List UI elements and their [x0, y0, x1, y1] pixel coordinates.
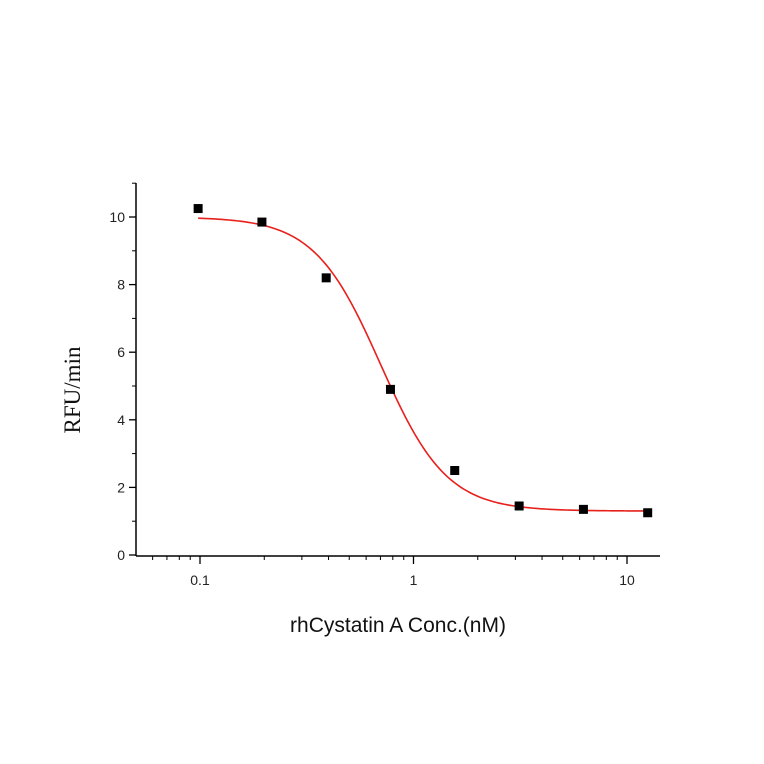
y-tick-label: 10: [109, 209, 125, 225]
data-point: [450, 466, 460, 475]
y-tick-label: 8: [117, 277, 125, 293]
y-tick-label: 0: [117, 547, 125, 563]
data-point: [385, 384, 395, 394]
y-tick-label: 2: [117, 479, 125, 495]
data-point: [257, 217, 267, 227]
y-ticks: 0 2 4 6 8 10: [109, 182, 136, 563]
data-point: [578, 504, 588, 514]
data-point: [514, 501, 524, 511]
axes: [135, 183, 660, 557]
y-axis-title: RFU/min: [60, 346, 85, 433]
fit-curve: [198, 217, 648, 512]
x-tick-label: 1: [410, 572, 418, 588]
data-point: [193, 204, 203, 214]
x-tick-label: 10: [619, 572, 635, 588]
x-ticks: 0.1 1 10: [152, 556, 635, 588]
y-tick-label: 6: [117, 344, 125, 360]
x-tick-label: 0.1: [190, 572, 210, 588]
data-points: [193, 204, 653, 518]
y-tick-label: 4: [117, 412, 125, 428]
data-point: [643, 508, 653, 518]
data-point: [321, 273, 331, 283]
x-axis-title: rhCystatin A Conc.(nM): [290, 614, 506, 637]
